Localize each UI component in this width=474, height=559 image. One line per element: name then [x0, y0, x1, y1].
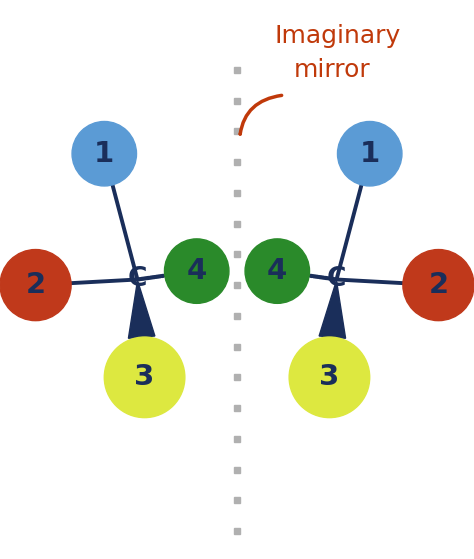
Ellipse shape [403, 249, 474, 321]
Ellipse shape [289, 337, 370, 418]
Text: C: C [128, 267, 147, 292]
Text: 3: 3 [319, 363, 339, 391]
FancyArrowPatch shape [240, 96, 282, 134]
Text: 2: 2 [428, 271, 448, 299]
Text: 1: 1 [94, 140, 114, 168]
Text: 3: 3 [135, 363, 155, 391]
Polygon shape [128, 281, 155, 338]
Text: C: C [327, 267, 346, 292]
Ellipse shape [245, 239, 310, 304]
Ellipse shape [164, 239, 229, 304]
Text: 1: 1 [360, 140, 380, 168]
Text: Imaginary: Imaginary [275, 25, 401, 48]
Text: 2: 2 [26, 271, 46, 299]
Text: 4: 4 [267, 257, 287, 285]
Text: mirror: mirror [294, 58, 371, 82]
Polygon shape [319, 281, 346, 338]
Ellipse shape [72, 121, 137, 186]
Text: 4: 4 [187, 257, 207, 285]
Ellipse shape [0, 249, 71, 321]
Ellipse shape [337, 121, 402, 186]
Ellipse shape [104, 337, 185, 418]
